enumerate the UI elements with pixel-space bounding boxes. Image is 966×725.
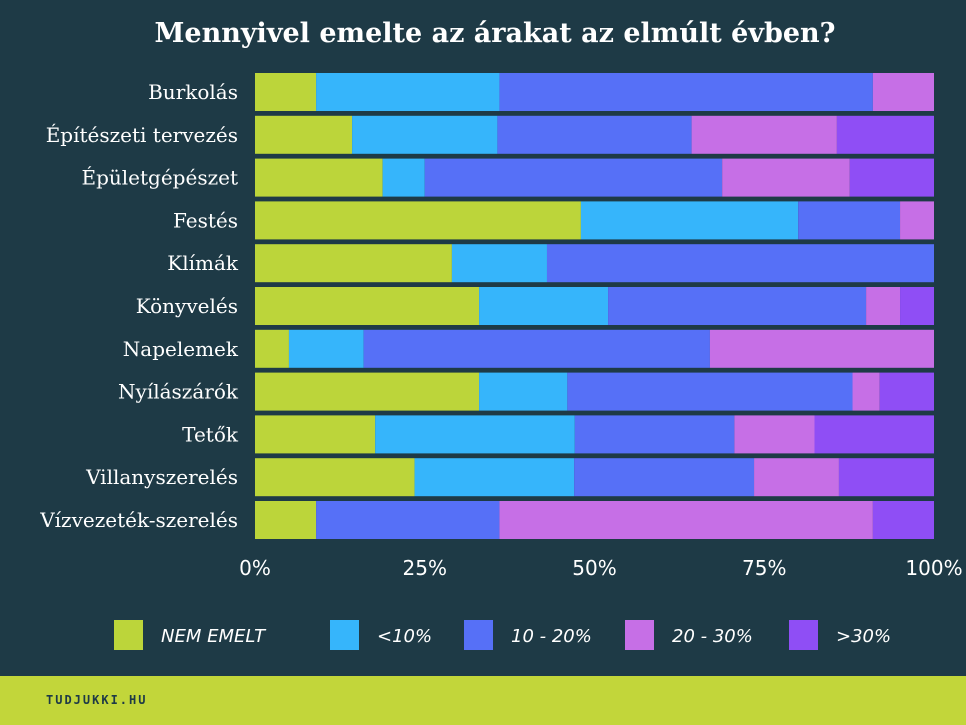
brand-label: TUDJUKKI.HU xyxy=(46,693,148,707)
legend-swatch-4 xyxy=(789,620,818,650)
category-labels: Burkolás Építészeti tervezés Épületgépésze… xyxy=(39,80,239,532)
bar-segment-konyveles-series-1 xyxy=(479,287,609,325)
category-label-vizvezetek-szereles: Vízvezeték-szerelés xyxy=(39,508,238,532)
bar-segment-nyilaszarok-series-1 xyxy=(479,372,568,411)
legend-item-3: 20 - 30% xyxy=(625,620,753,650)
category-label-festes: Festés xyxy=(173,208,238,232)
legend-item-1: <10% xyxy=(330,620,432,650)
x-tick-label-0: 0% xyxy=(239,556,271,580)
legend-item-0: NEM EMELT xyxy=(114,620,267,650)
bar-segment-festes-series-2 xyxy=(798,201,901,240)
bar-segment-nyilaszarok-series-3 xyxy=(852,372,880,411)
bar-segment-klimak-series-2 xyxy=(546,244,934,283)
bar-segment-epuletgepeszet-series-0 xyxy=(255,158,383,197)
x-tick-label-75: 75% xyxy=(742,556,786,580)
category-label-epiteszeti-tervezes: Építészeti tervezés xyxy=(46,123,238,147)
bar-segment-konyveles-series-2 xyxy=(608,287,867,325)
bar-segment-napelemek-series-1 xyxy=(288,329,364,368)
bar-segment-epuletgepeszet-series-1 xyxy=(382,158,425,197)
footer-bar: TUDJUKKI.HU xyxy=(0,676,966,725)
x-tick-label-25: 25% xyxy=(403,556,447,580)
bar-segment-konyveles-series-3 xyxy=(866,287,901,325)
bar-segment-klimak-series-0 xyxy=(255,244,452,283)
legend-label-4: >30% xyxy=(836,626,891,647)
bar-segment-villanyszereles-series-4 xyxy=(838,458,934,497)
x-axis-ticks: 0% 25% 50% 75% 100% xyxy=(239,556,962,580)
bar-segment-nyilaszarok-series-4 xyxy=(879,372,934,411)
bar-segment-vizvezetek-szereles-series-2 xyxy=(316,501,500,539)
bar-segment-epiteszeti-tervezes-series-1 xyxy=(352,115,498,154)
bar-segment-epuletgepeszet-series-4 xyxy=(849,158,934,197)
bar-segment-epiteszeti-tervezes-series-2 xyxy=(497,115,692,154)
legend-label-2: 10 - 20% xyxy=(511,626,592,647)
bar-segment-epiteszeti-tervezes-series-0 xyxy=(255,115,353,154)
category-label-villanyszereles: Villanyszerelés xyxy=(85,465,238,489)
legend-label-3: 20 - 30% xyxy=(672,626,753,647)
bar-segment-napelemek-series-2 xyxy=(363,329,710,368)
bar-segment-festes-series-3 xyxy=(900,201,934,240)
bar-segment-napelemek-series-3 xyxy=(709,329,934,368)
bars-layer xyxy=(255,73,934,539)
bar-segment-villanyszereles-series-1 xyxy=(414,458,575,497)
category-label-klimak: Klímák xyxy=(167,251,239,275)
category-label-epuletgepeszet: Épületgépészet xyxy=(81,166,238,190)
legend-item-2: 10 - 20% xyxy=(464,620,592,650)
legend-swatch-3 xyxy=(625,620,654,650)
bar-segment-festes-series-1 xyxy=(580,201,799,240)
legend-swatch-1 xyxy=(330,620,359,650)
legend-swatch-2 xyxy=(464,620,493,650)
legend: NEM EMELT <10% 10 - 20% 20 - 30% >30% xyxy=(114,620,891,650)
stacked-bar-chart: Mennyivel emelte az árakat az elmúlt évb… xyxy=(39,18,963,650)
bar-segment-konyveles-series-0 xyxy=(255,287,480,325)
category-label-tetok: Tetők xyxy=(182,422,239,446)
bar-segment-nyilaszarok-series-2 xyxy=(567,372,853,411)
bar-segment-festes-series-0 xyxy=(255,201,581,240)
chart-title: Mennyivel emelte az árakat az elmúlt évb… xyxy=(155,18,836,49)
bar-segment-burkolas-series-2 xyxy=(499,73,873,111)
bar-segment-konyveles-series-4 xyxy=(900,287,934,325)
bar-segment-nyilaszarok-series-0 xyxy=(255,372,480,411)
category-label-burkolas: Burkolás xyxy=(148,80,238,104)
bar-segment-vizvezetek-szereles-series-3 xyxy=(499,501,873,539)
legend-item-4: >30% xyxy=(789,620,891,650)
legend-label-1: <10% xyxy=(377,626,432,647)
category-label-nyilaszarok: Nyílászárók xyxy=(118,380,239,404)
legend-label-0: NEM EMELT xyxy=(161,626,267,647)
bar-segment-vizvezetek-szereles-series-0 xyxy=(255,501,317,539)
bar-segment-tetok-series-0 xyxy=(255,415,376,454)
bar-segment-villanyszereles-series-2 xyxy=(574,458,755,497)
bar-segment-burkolas-series-1 xyxy=(316,73,500,111)
bar-segment-epiteszeti-tervezes-series-4 xyxy=(836,115,934,154)
bar-segment-vizvezetek-szereles-series-4 xyxy=(872,501,934,539)
bar-segment-napelemek-series-0 xyxy=(255,329,289,368)
bar-segment-epiteszeti-tervezes-series-3 xyxy=(691,115,837,154)
bar-segment-villanyszereles-series-3 xyxy=(754,458,839,497)
bar-segment-klimak-series-1 xyxy=(451,244,547,283)
x-tick-label-100: 100% xyxy=(905,556,962,580)
bar-segment-tetok-series-4 xyxy=(814,415,934,454)
category-label-napelemek: Napelemek xyxy=(123,337,239,361)
bar-segment-epuletgepeszet-series-2 xyxy=(424,158,723,197)
bar-segment-burkolas-series-0 xyxy=(255,73,317,111)
bar-segment-tetok-series-3 xyxy=(734,415,815,454)
bar-segment-epuletgepeszet-series-3 xyxy=(722,158,850,197)
bar-segment-tetok-series-2 xyxy=(574,415,735,454)
legend-swatch-0 xyxy=(114,620,143,650)
category-label-konyveles: Könyvelés xyxy=(136,294,238,318)
bar-segment-tetok-series-1 xyxy=(375,415,575,454)
bar-segment-villanyszereles-series-0 xyxy=(255,458,415,497)
bar-segment-burkolas-series-3 xyxy=(872,73,934,111)
x-tick-label-50: 50% xyxy=(572,556,616,580)
